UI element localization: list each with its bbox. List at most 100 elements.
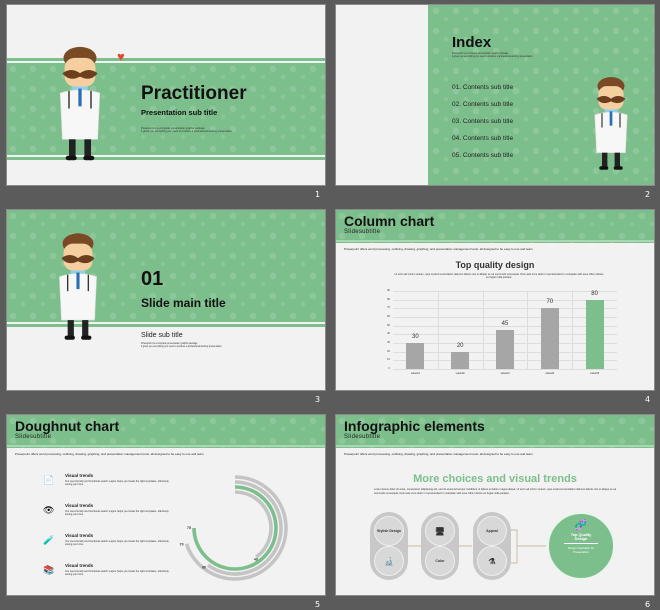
data-label: 30	[412, 334, 419, 340]
heart-icon: ♥	[117, 49, 125, 64]
doctor-illustration	[59, 233, 97, 340]
item-title: Visual trends	[65, 533, 94, 538]
item-title: Visual trends	[65, 473, 94, 478]
data-label: 45	[501, 321, 509, 327]
x-tick-label: value03	[500, 372, 510, 375]
slide-thumbnail-4[interactable]: Column chart Slidesubtitle Powerpoint of…	[336, 210, 654, 390]
slide-header: Column chart Slidesubtitle	[336, 210, 654, 243]
gridline	[482, 291, 484, 369]
x-tick-label: value04	[545, 372, 555, 375]
chart-title: Top quality design	[455, 260, 535, 270]
index-item[interactable]: 05. Contents sub title	[452, 152, 514, 159]
slide-number: 3	[315, 395, 321, 404]
divider	[7, 324, 325, 327]
slide-subtitle: Slide sub title	[141, 332, 183, 339]
y-tick-label: 90	[387, 289, 390, 292]
doughnut-arc	[234, 490, 273, 559]
index-list: 01. Contents sub title 02. Contents sub …	[452, 79, 513, 164]
slide-title: Practitioner	[141, 83, 247, 104]
connector-lines	[406, 529, 546, 564]
item-text: Our user-friendly and functional search …	[65, 540, 169, 547]
slide-body: Powerpoint is a complete presentation gr…	[141, 343, 222, 348]
chart-description: Ut enim ad minim veniam, quis nostrud ex…	[394, 273, 604, 280]
slide-body: Powerpoint is a complete presentation gr…	[141, 127, 232, 134]
gridline	[393, 369, 617, 370]
green-band	[7, 63, 325, 155]
doughnut-label: 60	[202, 566, 206, 570]
y-tick-label: 20	[387, 349, 390, 353]
slide-body: Powerpoint is a complete presentation gr…	[452, 53, 533, 58]
divider	[7, 157, 325, 160]
monitor-icon: 🖥	[425, 516, 455, 546]
slide-subtitle: Slidesubtitle	[344, 229, 381, 235]
slide-thumbnail-1[interactable]: ♥ Practitioner Presentation sub title Po…	[7, 5, 325, 185]
slide-thumbnail-6[interactable]: Infographic elements Slidesubtitle Power…	[336, 415, 654, 595]
divider	[428, 5, 430, 185]
doughnut-label: 40	[254, 558, 258, 562]
microscope-icon: 🔬	[374, 546, 404, 576]
x-tick-label: value02	[455, 372, 465, 375]
slide-thumbnail-3[interactable]: 01 Slide main title Slide sub title Powe…	[7, 210, 325, 390]
infographic-pill: Appeal ⚗	[473, 512, 511, 580]
slide-title: Index	[452, 34, 492, 51]
gridline	[527, 291, 529, 369]
item-title: Visual trends	[65, 503, 94, 508]
doughnut-arc	[206, 480, 283, 576]
slide-number: 4	[645, 395, 651, 404]
slide-number-label: 01	[141, 268, 164, 290]
slide-header: Infographic elements Slidesubtitle	[336, 415, 654, 448]
doctor-illustration	[594, 77, 628, 170]
infographic-pill: Stylish Design 🔬	[370, 512, 408, 580]
slide-title: Slide main title	[141, 296, 226, 310]
stylish-design-label: Stylish Design	[374, 516, 404, 546]
item-text: Our user-friendly and functional search …	[65, 570, 169, 577]
appeal-label: Appeal	[477, 516, 507, 546]
doctor-illustration	[59, 46, 101, 161]
slide-title: Infographic elements	[344, 418, 485, 434]
slide-subtitle: Slidesubtitle	[15, 434, 52, 440]
index-item[interactable]: 03. Contents sub title	[452, 118, 514, 125]
bar	[540, 308, 559, 369]
y-tick-label: 10	[387, 358, 390, 362]
doughnut-label: 75	[187, 526, 191, 530]
index-item[interactable]: 02. Contents sub title	[452, 101, 514, 108]
slide-intro: Powerpoint offers word processing, outli…	[344, 247, 533, 251]
slide-thumbnail-2[interactable]: Index Powerpoint is a complete presentat…	[336, 5, 654, 185]
y-tick-label: 50	[387, 323, 390, 327]
y-tick-label: 0	[388, 367, 390, 370]
slide-number: 2	[645, 190, 651, 199]
gridline	[437, 291, 439, 369]
flask-icon: ⚗	[477, 546, 507, 576]
gridline	[572, 291, 574, 369]
slide-intro: Powerpoint offers word processing, outli…	[15, 452, 204, 456]
top-quality-circle: 🧬 Top Quality Design Design Inspiration …	[547, 512, 615, 580]
x-tick-label: value05	[590, 372, 600, 375]
books-icon: 📚	[43, 565, 55, 575]
index-item[interactable]: 04. Contents sub title	[452, 135, 514, 142]
infographic-description: Lorem ipsum dolor sit amet, consectetur …	[374, 488, 617, 495]
x-tick-label: value01	[410, 372, 420, 375]
doughnut-arc	[184, 475, 288, 581]
slide-title: Doughnut chart	[15, 418, 120, 434]
slide-subtitle: Presentation sub title	[141, 108, 218, 117]
gridline	[393, 317, 617, 318]
y-tick-label: 70	[387, 306, 390, 310]
item-title: Visual trends	[65, 563, 94, 568]
document-icon: 📄	[43, 475, 55, 485]
infographic-pill: 🖥 Color	[421, 512, 459, 580]
bar	[406, 343, 425, 369]
doctor-illustration	[47, 35, 113, 171]
doughnut-arc	[192, 485, 278, 571]
index-item[interactable]: 01. Contents sub title	[452, 84, 514, 91]
slide-title: Column chart	[344, 213, 435, 229]
doctor-illustration	[47, 224, 109, 348]
data-label: 80	[591, 290, 598, 297]
y-tick-label: 30	[387, 341, 390, 344]
slide-thumbnail-5[interactable]: Doughnut chart Slidesubtitle Powerpoint …	[7, 415, 325, 595]
item-text: Our user-friendly and functional search …	[65, 510, 169, 517]
eye-icon: 👁	[43, 505, 55, 515]
gridline	[393, 308, 617, 310]
dna-icon: 🧬	[574, 520, 588, 531]
bar	[451, 351, 470, 369]
slide-subtitle: Slidesubtitle	[344, 434, 381, 440]
